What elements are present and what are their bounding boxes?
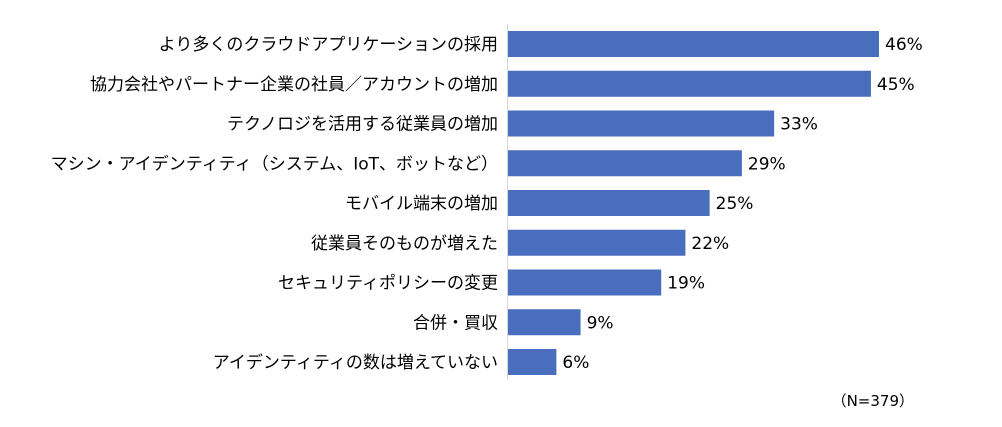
bar <box>508 150 742 177</box>
bar <box>508 70 871 97</box>
bar <box>508 269 662 296</box>
value-label: 22% <box>691 234 729 254</box>
bar <box>508 110 775 137</box>
value-label: 45% <box>877 75 915 95</box>
category-label: セキュリティポリシーの変更 <box>278 274 498 294</box>
category-label: 協力会社やパートナー企業の社員／アカウントの増加 <box>90 75 498 95</box>
value-label: 19% <box>667 274 705 294</box>
category-label: より多くのクラウドアプリケーションの採用 <box>159 35 498 55</box>
category-label: アイデンティティの数は増えていない <box>213 352 498 373</box>
value-label: 9% <box>587 313 614 333</box>
value-label: 33% <box>780 115 818 135</box>
value-label: 6% <box>562 353 589 373</box>
value-label: 29% <box>748 154 786 174</box>
category-label: 合併・買収 <box>413 313 498 333</box>
value-label: 46% <box>885 35 923 55</box>
sample-size-note: （N=379） <box>831 392 914 410</box>
bar <box>508 190 710 216</box>
category-label: テクノロジを活用する従業員の増加 <box>227 115 498 135</box>
category-label: マシン・アイデンティティ（システム、IoT、ボットなど） <box>51 153 498 174</box>
bar <box>508 309 581 336</box>
bar <box>508 31 879 57</box>
category-label: 従業員そのものが増えた <box>311 234 498 254</box>
value-label: 25% <box>716 194 754 214</box>
category-label: モバイル端末の増加 <box>345 194 498 214</box>
bar <box>508 349 557 375</box>
bar <box>508 229 686 256</box>
